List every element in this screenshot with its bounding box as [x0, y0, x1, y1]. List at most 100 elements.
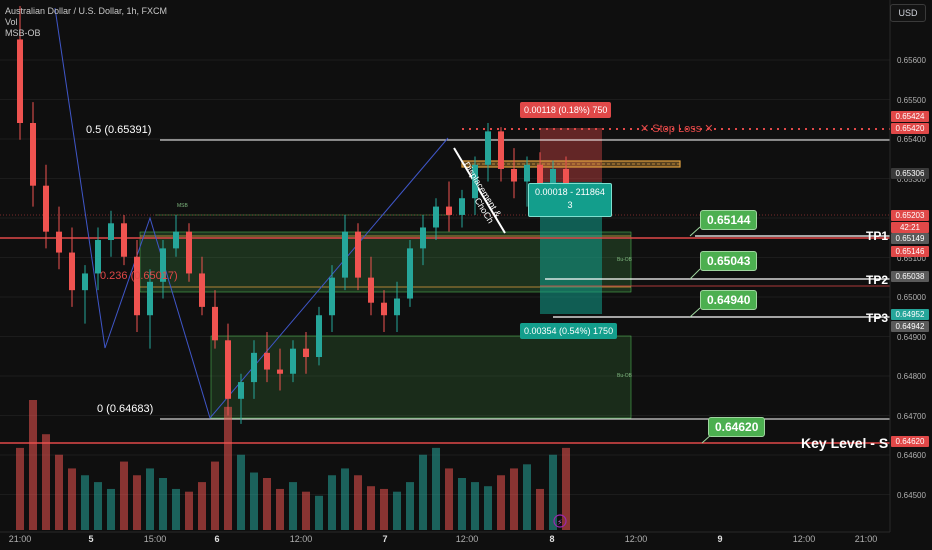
- volume-bar: [367, 486, 375, 530]
- candle-body: [381, 302, 387, 316]
- volume-bar: [263, 478, 271, 530]
- candle-body: [147, 281, 153, 316]
- volume-bar: [68, 468, 76, 530]
- price-tag: 0.65424: [891, 111, 929, 122]
- price-tag: 0.65149: [891, 233, 929, 244]
- volume-indicator-label[interactable]: Vol: [5, 17, 18, 27]
- price-tag: 0.65203: [891, 210, 929, 221]
- volume-bar: [458, 478, 466, 530]
- volume-bar: [237, 454, 245, 530]
- volume-bar: [16, 447, 24, 530]
- volume-bar: [94, 482, 102, 530]
- volume-bar: [406, 482, 414, 530]
- volume-bar: [510, 468, 518, 530]
- volume-bar: [419, 454, 427, 530]
- volume-bar: [315, 495, 323, 530]
- volume-bar: [276, 488, 284, 530]
- volume-bar: [146, 468, 154, 530]
- candle-body: [420, 227, 426, 249]
- lightning-icon: [553, 514, 567, 528]
- volume-bar: [302, 491, 310, 530]
- tp3-price-callout: 0.64940: [700, 290, 758, 310]
- risk-zone: [540, 128, 602, 182]
- candle-body: [329, 277, 335, 316]
- volume-bar: [393, 491, 401, 530]
- time-axis-label: 8: [549, 534, 555, 544]
- reward-label: 0.00354 (0.54%) 1750: [520, 323, 618, 339]
- stop-loss-label: ✕ Stop Loss ✕: [640, 123, 714, 135]
- order-block-zone-lower: [210, 335, 632, 419]
- candle-body: [316, 315, 322, 358]
- time-axis-label: 12:00: [624, 534, 648, 544]
- volume-bar: [380, 488, 388, 530]
- candle-body: [342, 231, 348, 278]
- candle-body: [290, 348, 296, 374]
- candle-body: [355, 231, 361, 278]
- candle-body: [485, 131, 491, 165]
- volume-bar: [198, 482, 206, 530]
- price-tag: 0.65038: [891, 271, 929, 282]
- volume-bar: [354, 475, 362, 530]
- tp1-label: TP1: [866, 229, 889, 243]
- time-axis-label: 15:00: [143, 534, 167, 544]
- zigzag-line: [54, 7, 449, 420]
- volume-bar: [341, 468, 349, 530]
- svg-text:⚡: ⚡: [557, 518, 563, 527]
- candle-body: [225, 340, 231, 399]
- candle-body: [121, 223, 127, 257]
- volume-bar: [432, 447, 440, 530]
- candle-body: [264, 352, 270, 370]
- candle-body: [472, 164, 478, 199]
- candle-body: [511, 168, 517, 182]
- volume-series: [16, 400, 570, 530]
- volume-bar: [471, 482, 479, 530]
- candle-body: [160, 248, 166, 282]
- volume-bar: [42, 434, 50, 530]
- time-axis-label: 21:00: [854, 534, 878, 544]
- volume-bar: [523, 464, 531, 530]
- volume-bar: [328, 475, 336, 530]
- callout-pointer-3: [689, 307, 701, 318]
- price-tag: 0.65146: [891, 246, 929, 257]
- candle-body: [498, 131, 504, 169]
- candle-body: [446, 206, 452, 215]
- candlestick-series: [17, 6, 569, 424]
- price-axis-label: 0.65500: [897, 95, 926, 105]
- price-tag: 0.65306: [891, 168, 929, 179]
- candle-body: [173, 231, 179, 249]
- volume-bar: [29, 400, 37, 530]
- price-axis-label: 0.64900: [897, 332, 926, 342]
- currency-button[interactable]: USD: [890, 4, 926, 22]
- msb-ob-indicator-label[interactable]: MSB-OB: [5, 28, 41, 38]
- price-tag: 0.64620: [891, 436, 929, 447]
- volume-bar: [81, 475, 89, 530]
- candle-body: [277, 369, 283, 374]
- volume-bar: [445, 468, 453, 530]
- time-axis-label: 12:00: [289, 534, 313, 544]
- time-axis-label: 12:00: [455, 534, 479, 544]
- symbol-title[interactable]: Australian Dollar / U.S. Dollar, 1h, FXC…: [5, 6, 168, 16]
- candle-body: [394, 298, 400, 316]
- candle-body: [56, 231, 62, 253]
- volume-bar: [133, 475, 141, 530]
- price-axis-label: 0.65400: [897, 135, 926, 144]
- volume-bar: [484, 486, 492, 530]
- price-axis-label: 0.65600: [897, 56, 926, 65]
- price-axis-label: 0.64500: [897, 490, 926, 500]
- volume-bar: [120, 461, 128, 530]
- candle-body: [30, 123, 36, 186]
- candle-body: [108, 223, 114, 241]
- candle-body: [550, 168, 556, 190]
- fib-mid-label: 0.236 (0.65017): [100, 270, 178, 282]
- candle-body: [433, 206, 439, 228]
- choch-line: [453, 147, 506, 234]
- time-axis-label: 6: [214, 534, 220, 544]
- position-info-line-2: 3: [567, 200, 573, 210]
- fib-bottom-label: 0 (0.64683): [97, 403, 154, 415]
- callout-pointer-2: [689, 268, 701, 280]
- price-axis-label: 0.65300: [897, 174, 926, 184]
- callout-pointer-1: [689, 226, 701, 237]
- ob-tag-upper: Bu-OB: [617, 257, 633, 263]
- candle-body: [251, 352, 257, 383]
